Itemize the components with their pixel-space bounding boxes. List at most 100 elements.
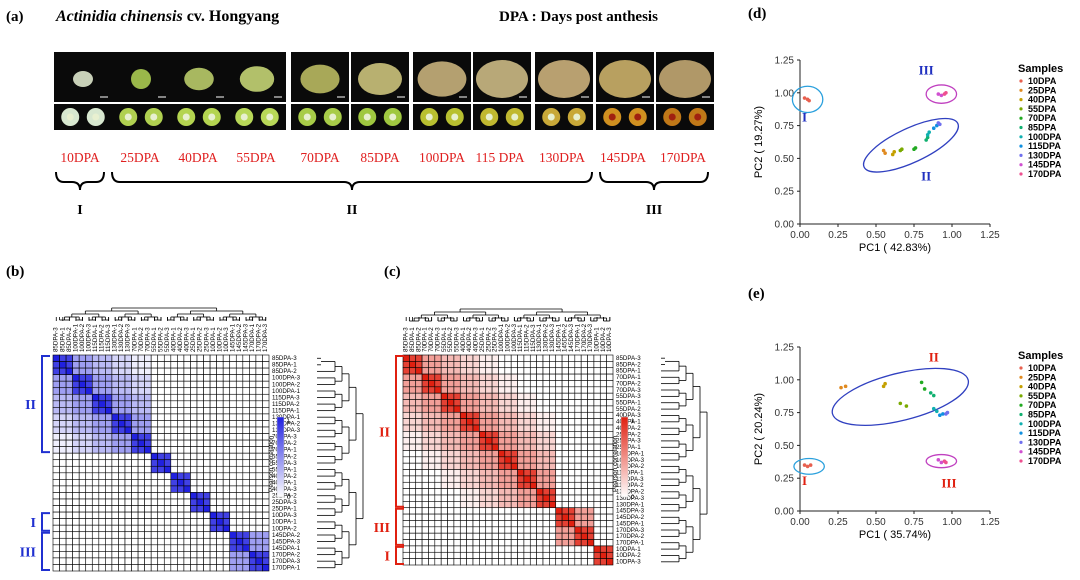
heatmap-cell bbox=[498, 513, 506, 521]
heatmap-cell bbox=[561, 501, 569, 509]
heatmap-cell bbox=[466, 501, 474, 509]
heatmap-cell bbox=[440, 475, 448, 483]
x-tick-label: 1.00 bbox=[942, 230, 962, 241]
heatmap-cell bbox=[517, 532, 525, 540]
heatmap-cell bbox=[196, 367, 204, 375]
heatmap-cell bbox=[599, 450, 607, 458]
heatmap-col-label: 55DPA-3 bbox=[453, 327, 460, 352]
heatmap-cell bbox=[249, 413, 257, 421]
scatter-point bbox=[881, 384, 886, 389]
fruit-whole bbox=[239, 66, 275, 92]
heatmap-cell bbox=[466, 361, 474, 369]
heatmap-cell bbox=[203, 426, 211, 434]
heatmap-cell bbox=[466, 513, 474, 521]
scatter-point bbox=[936, 458, 941, 462]
heatmap-cell bbox=[98, 465, 106, 474]
heatmap-cell bbox=[542, 373, 550, 381]
heatmap-cell bbox=[85, 465, 93, 474]
heatmap-cell bbox=[523, 437, 531, 445]
cluster-ellipse bbox=[862, 117, 959, 173]
heatmap-cell bbox=[472, 373, 480, 381]
heatmap-cell bbox=[249, 407, 257, 415]
heatmap-cell bbox=[523, 494, 531, 502]
heatmap-row-label: 145DPA-1 bbox=[272, 545, 301, 552]
heatmap-cell bbox=[542, 507, 550, 515]
heatmap-cell bbox=[235, 354, 244, 362]
heatmap-cell bbox=[472, 532, 480, 540]
heatmap-row-label: 145DPA-1 bbox=[616, 520, 645, 527]
heatmap-cell bbox=[568, 475, 576, 483]
heatmap-cell bbox=[479, 532, 487, 540]
heatmap-cell bbox=[59, 413, 67, 421]
heatmap-cell bbox=[421, 513, 429, 521]
fruit-whole bbox=[300, 64, 340, 94]
heatmap-cell bbox=[170, 531, 178, 539]
heatmap-cell bbox=[428, 532, 436, 540]
heatmap-cell bbox=[466, 558, 474, 566]
heatmap-cell bbox=[137, 452, 145, 461]
heatmap-cell bbox=[98, 518, 106, 526]
heatmap-cell bbox=[402, 520, 410, 528]
heatmap-cell bbox=[421, 501, 429, 509]
heatmap-cell bbox=[402, 361, 410, 369]
heatmap-cell bbox=[111, 531, 119, 539]
scatter-point bbox=[805, 464, 810, 469]
heatmap-cell bbox=[52, 479, 60, 487]
heatmap-cell bbox=[593, 456, 601, 464]
heatmap-cell bbox=[124, 400, 132, 408]
heatmap-cell bbox=[510, 361, 518, 369]
heatmap-cell bbox=[98, 479, 106, 487]
heatmap-cell bbox=[542, 405, 550, 413]
heatmap-cell bbox=[163, 400, 172, 408]
heatmap-cell bbox=[124, 551, 132, 559]
heatmap-cell bbox=[242, 400, 250, 408]
heatmap-cell bbox=[131, 524, 139, 533]
heatmap-cell bbox=[78, 426, 87, 434]
heatmap-cell bbox=[409, 507, 417, 515]
heatmap-cell bbox=[580, 392, 588, 400]
heatmap-cell bbox=[580, 431, 588, 439]
heatmap-cell bbox=[249, 380, 257, 389]
heatmap-cell bbox=[72, 465, 80, 474]
heatmap-cell bbox=[157, 557, 165, 565]
heatmap-cell bbox=[209, 492, 217, 500]
heatmap-row-label: 85DPA-1 bbox=[616, 368, 641, 375]
heatmap-cell bbox=[453, 367, 461, 375]
heatmap-cell bbox=[529, 520, 537, 528]
heatmap-cell bbox=[549, 513, 557, 521]
heatmap-cell bbox=[249, 472, 257, 480]
heatmap-cell bbox=[249, 433, 257, 441]
heatmap-cell bbox=[190, 498, 198, 506]
heatmap-cell bbox=[255, 551, 263, 559]
heatmap-cell bbox=[72, 452, 80, 461]
heatmap-cell bbox=[466, 456, 474, 464]
heatmap-cell bbox=[568, 392, 576, 400]
heatmap-cell bbox=[177, 557, 185, 565]
scatter-point bbox=[931, 126, 936, 131]
heatmap-cell bbox=[447, 450, 455, 458]
heatmap-cell bbox=[415, 380, 423, 388]
heatmap-cell bbox=[561, 462, 569, 470]
heatmap-cell bbox=[52, 452, 60, 461]
cluster-bracket bbox=[395, 355, 404, 508]
heatmap-cell bbox=[144, 479, 152, 487]
heatmap-cell bbox=[59, 400, 67, 408]
heatmap-cell bbox=[498, 392, 506, 400]
heatmap-cell bbox=[517, 424, 525, 432]
heatmap-cell bbox=[402, 456, 410, 464]
heatmap-cell bbox=[131, 531, 139, 539]
heatmap-cell bbox=[606, 558, 614, 566]
heatmap-row-label: 115DPA-2 bbox=[272, 401, 300, 408]
heatmap-cell bbox=[587, 418, 595, 426]
heatmap-cell bbox=[599, 361, 607, 369]
heatmap-col-label: 115DPA-2 bbox=[99, 324, 106, 352]
heatmap-cell bbox=[434, 354, 442, 362]
heatmap-cell bbox=[593, 424, 601, 432]
heatmap-cell bbox=[440, 526, 448, 534]
heatmap-cell bbox=[555, 399, 563, 407]
heatmap-cell bbox=[98, 492, 106, 500]
heatmap-cell bbox=[216, 557, 224, 565]
heatmap-cell bbox=[536, 367, 544, 375]
heatmap-cell bbox=[262, 413, 270, 421]
heatmap-cell bbox=[447, 545, 455, 553]
